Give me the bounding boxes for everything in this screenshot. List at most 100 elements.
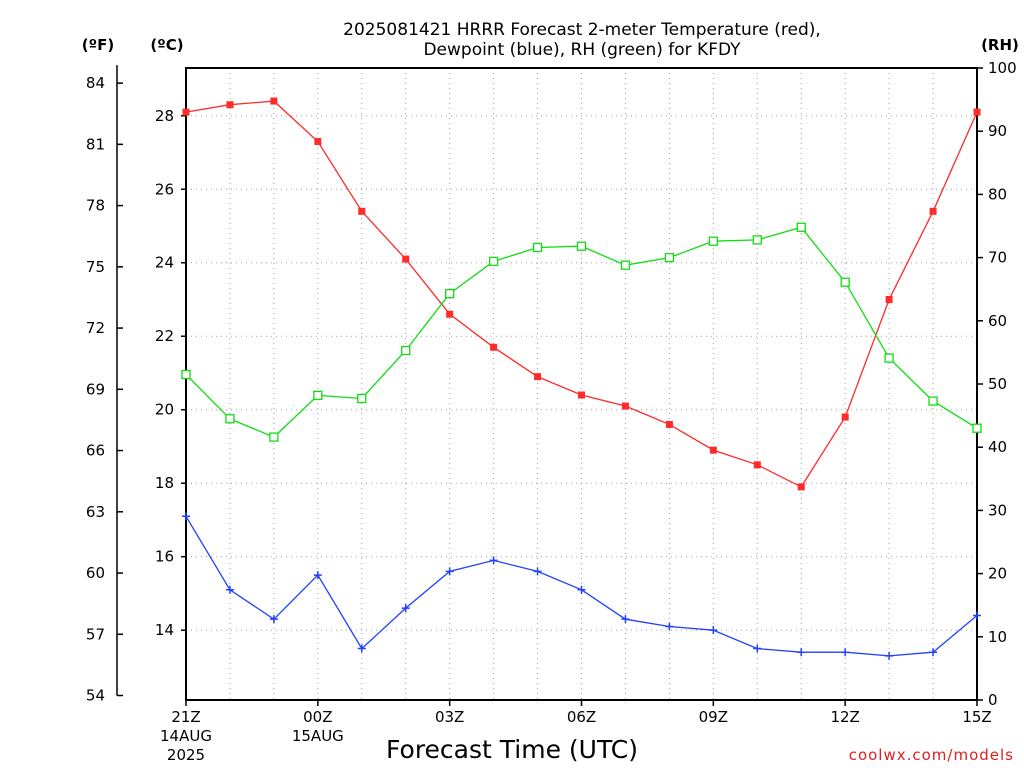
rh-data-point	[225, 414, 235, 424]
dewpoint-data-point	[973, 611, 981, 620]
rh-data-point	[532, 242, 543, 253]
celsius-tick-label: 20	[155, 401, 174, 419]
rh-tick-label: 100	[988, 59, 1017, 77]
rh-tick-label: 30	[988, 501, 1007, 519]
rh-data-point	[313, 390, 323, 401]
rh-data-point	[181, 369, 191, 380]
x-tick-date-label: 14AUG	[160, 727, 212, 745]
x-tick-year-label: 2025	[167, 746, 205, 764]
x-tick-label: 06Z	[567, 708, 596, 726]
rh-data-point	[972, 423, 982, 433]
rh-data-point	[401, 345, 411, 356]
dewpoint-data-point	[225, 585, 234, 594]
rh-tick-label: 40	[988, 438, 1007, 456]
data-series	[181, 97, 982, 660]
dewpoint-data-point	[885, 651, 894, 660]
rh-data-point	[620, 260, 631, 270]
temperature-data-point	[709, 446, 717, 454]
x-tick-label: 12Z	[830, 708, 859, 726]
x-axis-title: Forecast Time (UTC)	[386, 735, 638, 764]
dewpoint-data-point	[753, 644, 762, 653]
rh-data-point	[928, 396, 938, 406]
celsius-tick-label: 14	[155, 621, 174, 639]
rh-tick-label: 10	[988, 628, 1007, 646]
rh-data-point	[664, 252, 675, 263]
dewpoint-data-point	[709, 626, 718, 635]
fahrenheit-unit-label: (ºF)	[82, 36, 114, 54]
temperature-data-point	[929, 207, 937, 215]
rh-data-point	[708, 236, 718, 246]
x-tick-date-label: 15AUG	[292, 727, 344, 745]
temperature-data-point	[446, 310, 454, 318]
temperature-data-point	[973, 108, 981, 116]
temperature-data-point	[270, 97, 278, 105]
x-tick-label: 03Z	[435, 708, 464, 726]
temperature-data-point	[490, 343, 498, 351]
temperature-data-point	[841, 413, 849, 421]
rh-tick-label: 0	[988, 691, 998, 709]
rh-data-point	[752, 235, 762, 245]
dewpoint-data-point	[533, 567, 542, 576]
rh-tick-label: 20	[988, 565, 1007, 583]
rh-tick-label: 90	[988, 122, 1007, 140]
temperature-data-point	[665, 420, 673, 428]
credit-text: coolwx.com/models	[849, 746, 1014, 764]
dewpoint-data-point	[401, 604, 410, 613]
fahrenheit-tick-label: 78	[86, 197, 105, 215]
rh-data-point	[269, 432, 279, 442]
dewpoint-data-point	[665, 622, 674, 631]
rh-data-point	[884, 353, 894, 363]
temperature-data-point	[534, 373, 542, 381]
temperature-data-point	[621, 402, 629, 410]
celsius-tick-label: 26	[155, 180, 174, 198]
temperature-data-point	[797, 483, 805, 491]
celsius-tick-label: 16	[155, 548, 174, 566]
x-tick-label: 00Z	[303, 708, 332, 726]
rh-data-point	[840, 277, 850, 287]
dewpoint-data-point	[797, 648, 806, 657]
dewpoint-data-point	[841, 648, 850, 657]
x-tick-label: 15Z	[962, 708, 991, 726]
grid-lines	[186, 68, 977, 700]
fahrenheit-tick-label: 69	[86, 380, 105, 398]
celsius-tick-label: 18	[155, 474, 174, 492]
rh-tick-label: 60	[988, 312, 1007, 330]
dewpoint-data-point	[489, 556, 498, 565]
rh-data-point	[357, 393, 367, 404]
temperature-data-point	[314, 137, 322, 145]
temperature-data-point	[182, 108, 190, 116]
dewpoint-data-point	[357, 644, 366, 653]
temperature-data-point	[753, 461, 761, 469]
celsius-tick-label: 22	[155, 327, 174, 345]
chart-subtitle: Dewpoint (blue), RH (green) for KFDY	[423, 40, 741, 60]
dewpoint-data-point	[445, 567, 454, 576]
rh-unit-label: (RH)	[981, 36, 1019, 54]
fahrenheit-tick-label: 75	[86, 258, 105, 276]
temperature-data-point	[358, 207, 366, 215]
dewpoint-data-point	[313, 571, 322, 580]
fahrenheit-tick-label: 54	[86, 687, 105, 705]
celsius-tick-label: 24	[155, 254, 174, 272]
celsius-unit-label: (ºC)	[150, 36, 183, 54]
dewpoint-data-point	[621, 615, 630, 624]
fahrenheit-tick-label: 63	[86, 503, 105, 521]
temperature-data-point	[885, 295, 893, 303]
fahrenheit-tick-label: 84	[86, 74, 105, 92]
rh-data-point	[488, 256, 499, 267]
rh-data-point	[576, 241, 587, 251]
axes: 5457606366697275788184141618202224262801…	[86, 59, 1017, 764]
temperature-data-point	[578, 391, 585, 399]
fahrenheit-tick-label: 72	[86, 319, 105, 337]
x-tick-label: 21Z	[171, 708, 200, 726]
fahrenheit-tick-label: 66	[86, 442, 105, 460]
fahrenheit-tick-label: 81	[86, 135, 105, 153]
rh-data-point	[445, 288, 455, 299]
dewpoint-data-point	[929, 648, 938, 657]
celsius-tick-label: 28	[155, 107, 174, 125]
fahrenheit-tick-label: 57	[86, 625, 105, 643]
temperature-data-point	[402, 255, 410, 263]
rh-tick-label: 70	[988, 249, 1007, 267]
dewpoint-data-point	[182, 512, 190, 521]
temperature-data-point	[226, 101, 234, 109]
